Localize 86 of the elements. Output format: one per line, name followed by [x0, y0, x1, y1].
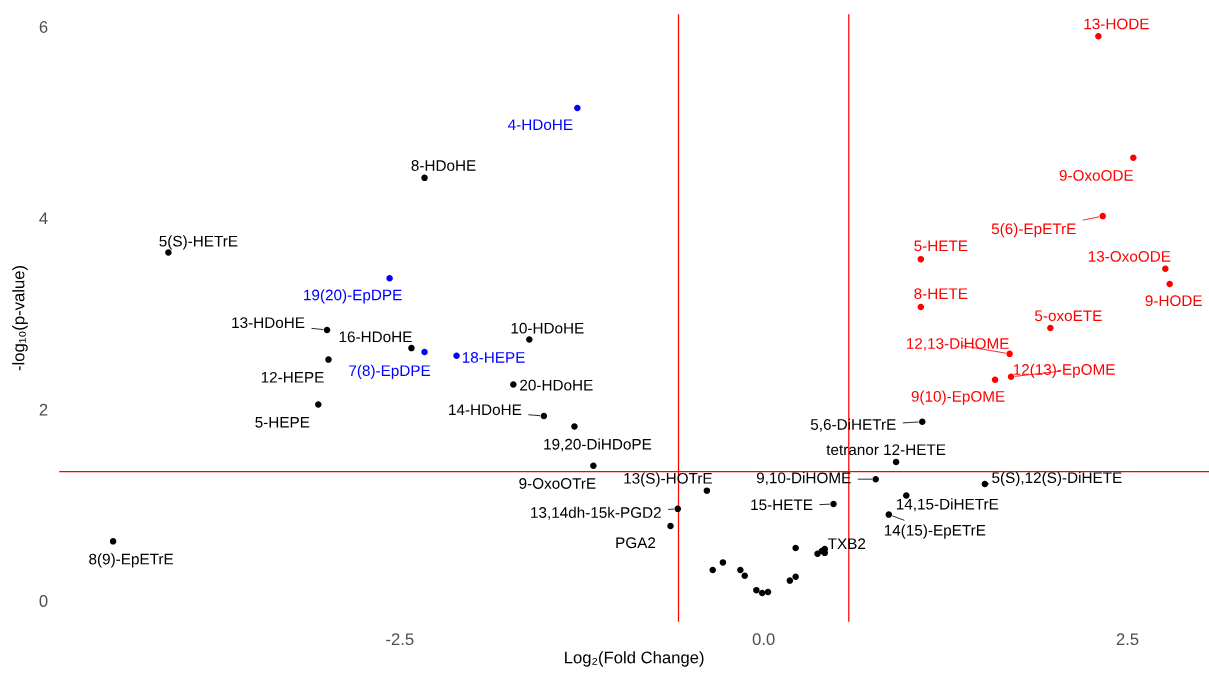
annotation: 9-HODE [1145, 295, 1202, 307]
point [526, 336, 533, 343]
y-tick-label: 4 [39, 212, 48, 225]
point [540, 412, 548, 420]
annotation: 16-HDoHE [339, 331, 412, 343]
annotation: 9-OxoOTrE [519, 478, 596, 489]
point [917, 255, 925, 263]
point [709, 566, 716, 574]
annotation: 8-HETE [914, 288, 968, 300]
point [753, 586, 760, 594]
point [703, 487, 711, 494]
point [323, 326, 331, 334]
point [919, 418, 926, 426]
annotation: 4-HDoHE [508, 119, 573, 131]
point [719, 559, 727, 566]
point [1006, 350, 1013, 358]
point [786, 577, 794, 584]
point [109, 538, 117, 545]
x-tick-label: 2.5 [1116, 633, 1139, 646]
x-axis-title: Log₂(Fold Change) [565, 651, 704, 667]
annotation: 13-HDoHE [232, 317, 305, 329]
point [1095, 32, 1102, 40]
point [917, 303, 925, 311]
x-tick-label: -2.5 [386, 633, 414, 646]
y-tick-label: 0 [39, 595, 48, 607]
annotation: 13-OxoODE [1088, 251, 1171, 262]
annotation: 13-HODE [1084, 18, 1149, 30]
annotation: 5(S)-HETrE [159, 235, 238, 250]
annotation: 5-HEPE [255, 417, 310, 428]
point [1166, 280, 1173, 288]
y-axis-title: -log₁₀(p-value) [12, 265, 28, 371]
annotation: 20-HDoHE [520, 379, 593, 391]
point [574, 104, 581, 112]
point [1099, 212, 1107, 220]
annotation: 8-HDoHE [411, 160, 476, 171]
point [792, 573, 799, 581]
point [386, 275, 393, 282]
annotation: PGA2 [616, 537, 656, 549]
annotation: 19(20)-EpDPE [304, 289, 402, 304]
point [453, 352, 460, 360]
point [892, 458, 900, 466]
annotation: 13,14dh-15k-PGD2 [531, 506, 661, 520]
annotation: 5-oxoETE [1035, 310, 1102, 322]
annotation: 19,20-DiHDoPE [544, 438, 652, 452]
point [991, 376, 999, 383]
point [1162, 265, 1169, 272]
point [667, 522, 674, 530]
annotation: 10-HDoHE [511, 322, 584, 334]
annotation: 5(S),12(S)-DiHETE [992, 471, 1122, 487]
point [325, 356, 332, 363]
annotation: 9(10)-EpOME [911, 390, 1005, 405]
point [872, 475, 879, 483]
point [737, 566, 744, 574]
annotation: 14,15-DiHETrE [896, 498, 999, 512]
point [1130, 154, 1137, 161]
x-tick-label: 0.0 [752, 633, 775, 646]
point [421, 174, 428, 182]
annotation: 12-HEPE [261, 371, 324, 383]
annotation: 9-OxoODE [1059, 170, 1134, 181]
annotation: 12(13)-EpOME [1013, 363, 1115, 378]
point [590, 462, 597, 470]
point [764, 588, 772, 596]
annotation: 12,13-DiHOME [906, 337, 1009, 351]
annotation: 7(8)-EpDPE [349, 364, 431, 380]
point [1047, 324, 1054, 332]
point [571, 423, 578, 430]
annotation: 15-HETE [751, 499, 813, 511]
annotation: 5-HETE [914, 240, 968, 252]
point [315, 401, 322, 408]
annotation: 14-HDoHE [449, 404, 522, 416]
annotation: 5(6)-EpETrE [991, 222, 1076, 238]
point [510, 381, 517, 388]
point [758, 589, 766, 597]
point [741, 572, 748, 580]
y-tick-label: 2 [39, 403, 48, 416]
point [674, 505, 682, 513]
point [408, 344, 415, 352]
point [885, 511, 893, 518]
point [1007, 373, 1015, 381]
annotation: 8(9)-EpETrE [89, 553, 174, 568]
annotation: 18-HEPE [462, 352, 525, 363]
y-tick-label: 6 [39, 21, 48, 33]
annotation: 14(15)-EpETrE [884, 524, 986, 539]
point [830, 500, 837, 508]
point [421, 348, 428, 356]
point [792, 544, 799, 552]
